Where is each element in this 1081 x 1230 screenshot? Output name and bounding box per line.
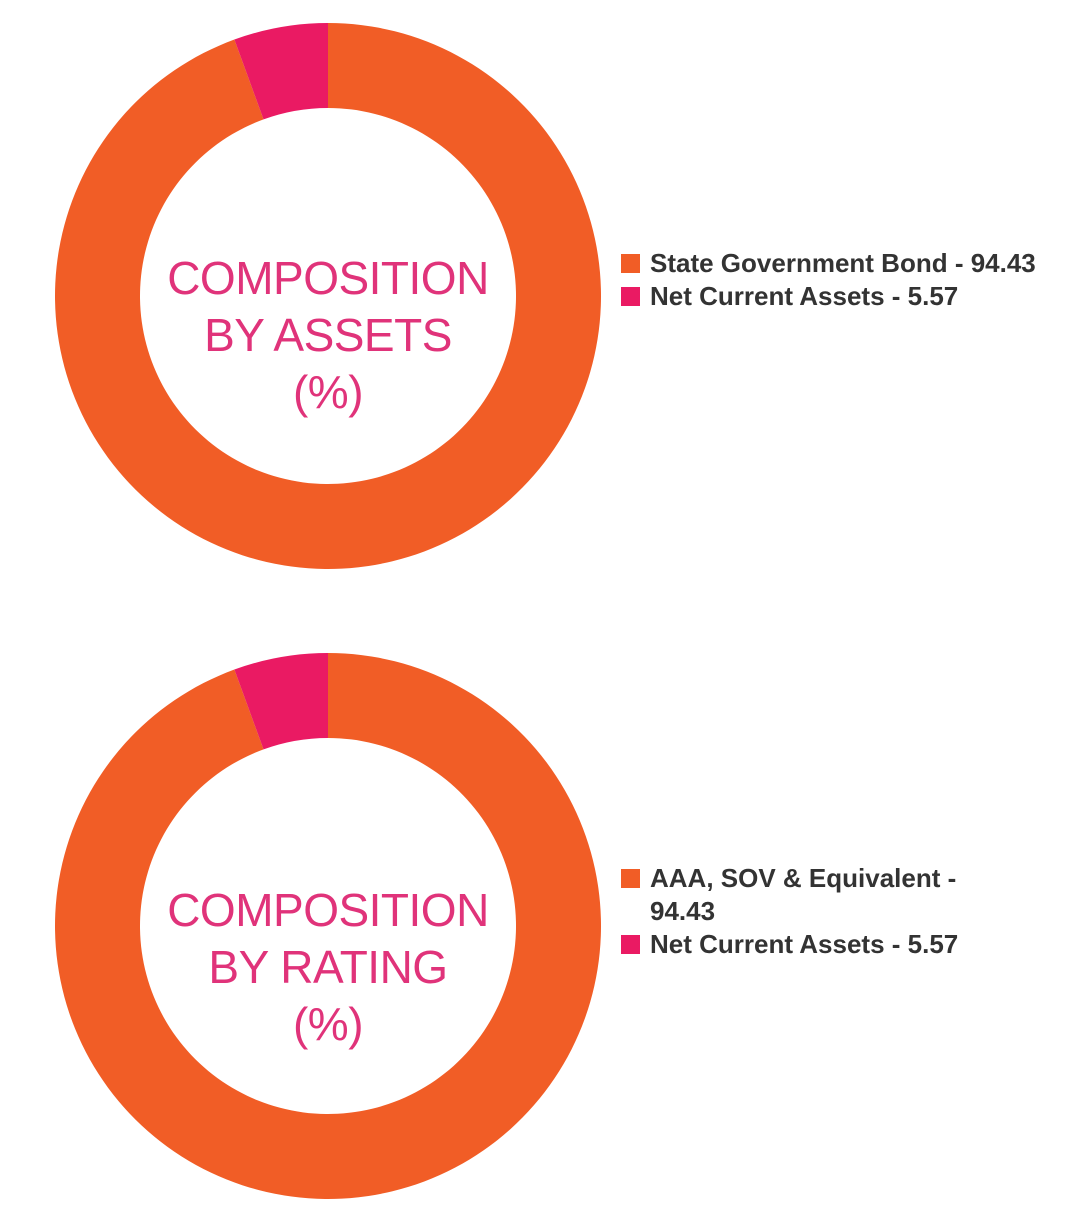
donut-slice-net-current-assets [234,23,328,120]
center-title-line-2: BY ASSETS [204,309,452,361]
donut-slice-state-government-bond [55,23,602,569]
legend-label: Net Current Assets - 5.57 [650,929,959,959]
donut-slice-net-current-assets [234,653,328,750]
legend-item-net-current-assets: Net Current Assets - 5.57 [621,928,981,961]
legend-item-state-government-bond: State Government Bond - 94.43 [621,247,1061,280]
center-title-line-1: COMPOSITION [167,884,489,936]
legend-swatch-orange [621,254,640,273]
legend-label: State Government Bond - 94.43 [650,248,1036,278]
composition-by-rating-donut [55,653,602,1199]
legend-item-aaa-sov-equivalent: AAA, SOV & Equivalent - 94.43 [621,862,981,928]
donut-center-title: COMPOSITION BY RATING (%) [130,882,526,1053]
donut-center-title: COMPOSITION BY ASSETS (%) [130,250,526,421]
legend-item-net-current-assets: Net Current Assets - 5.57 [621,280,1061,313]
legend-swatch-pink [621,287,640,306]
legend-swatch-orange [621,869,640,888]
legend-label: Net Current Assets - 5.57 [650,281,959,311]
composition-by-rating-chart: COMPOSITION BY RATING (%) AAA, SOV & Equ… [0,630,1081,1230]
legend-label: AAA, SOV & Equivalent - 94.43 [650,863,957,926]
center-title-line-3: (%) [292,998,364,1050]
composition-by-rating-legend: AAA, SOV & Equivalent - 94.43 Net Curren… [621,862,981,961]
composition-by-assets-legend: State Government Bond - 94.43 Net Curren… [621,247,1061,313]
composition-by-assets-donut [55,23,602,569]
donut-slice-aaa-sov-equivalent [55,653,602,1199]
composition-by-assets-chart: COMPOSITION BY ASSETS (%) State Governme… [0,0,1081,600]
legend-swatch-pink [621,935,640,954]
center-title-line-1: COMPOSITION [167,252,489,304]
center-title-line-2: BY RATING [208,941,448,993]
center-title-line-3: (%) [292,366,364,418]
